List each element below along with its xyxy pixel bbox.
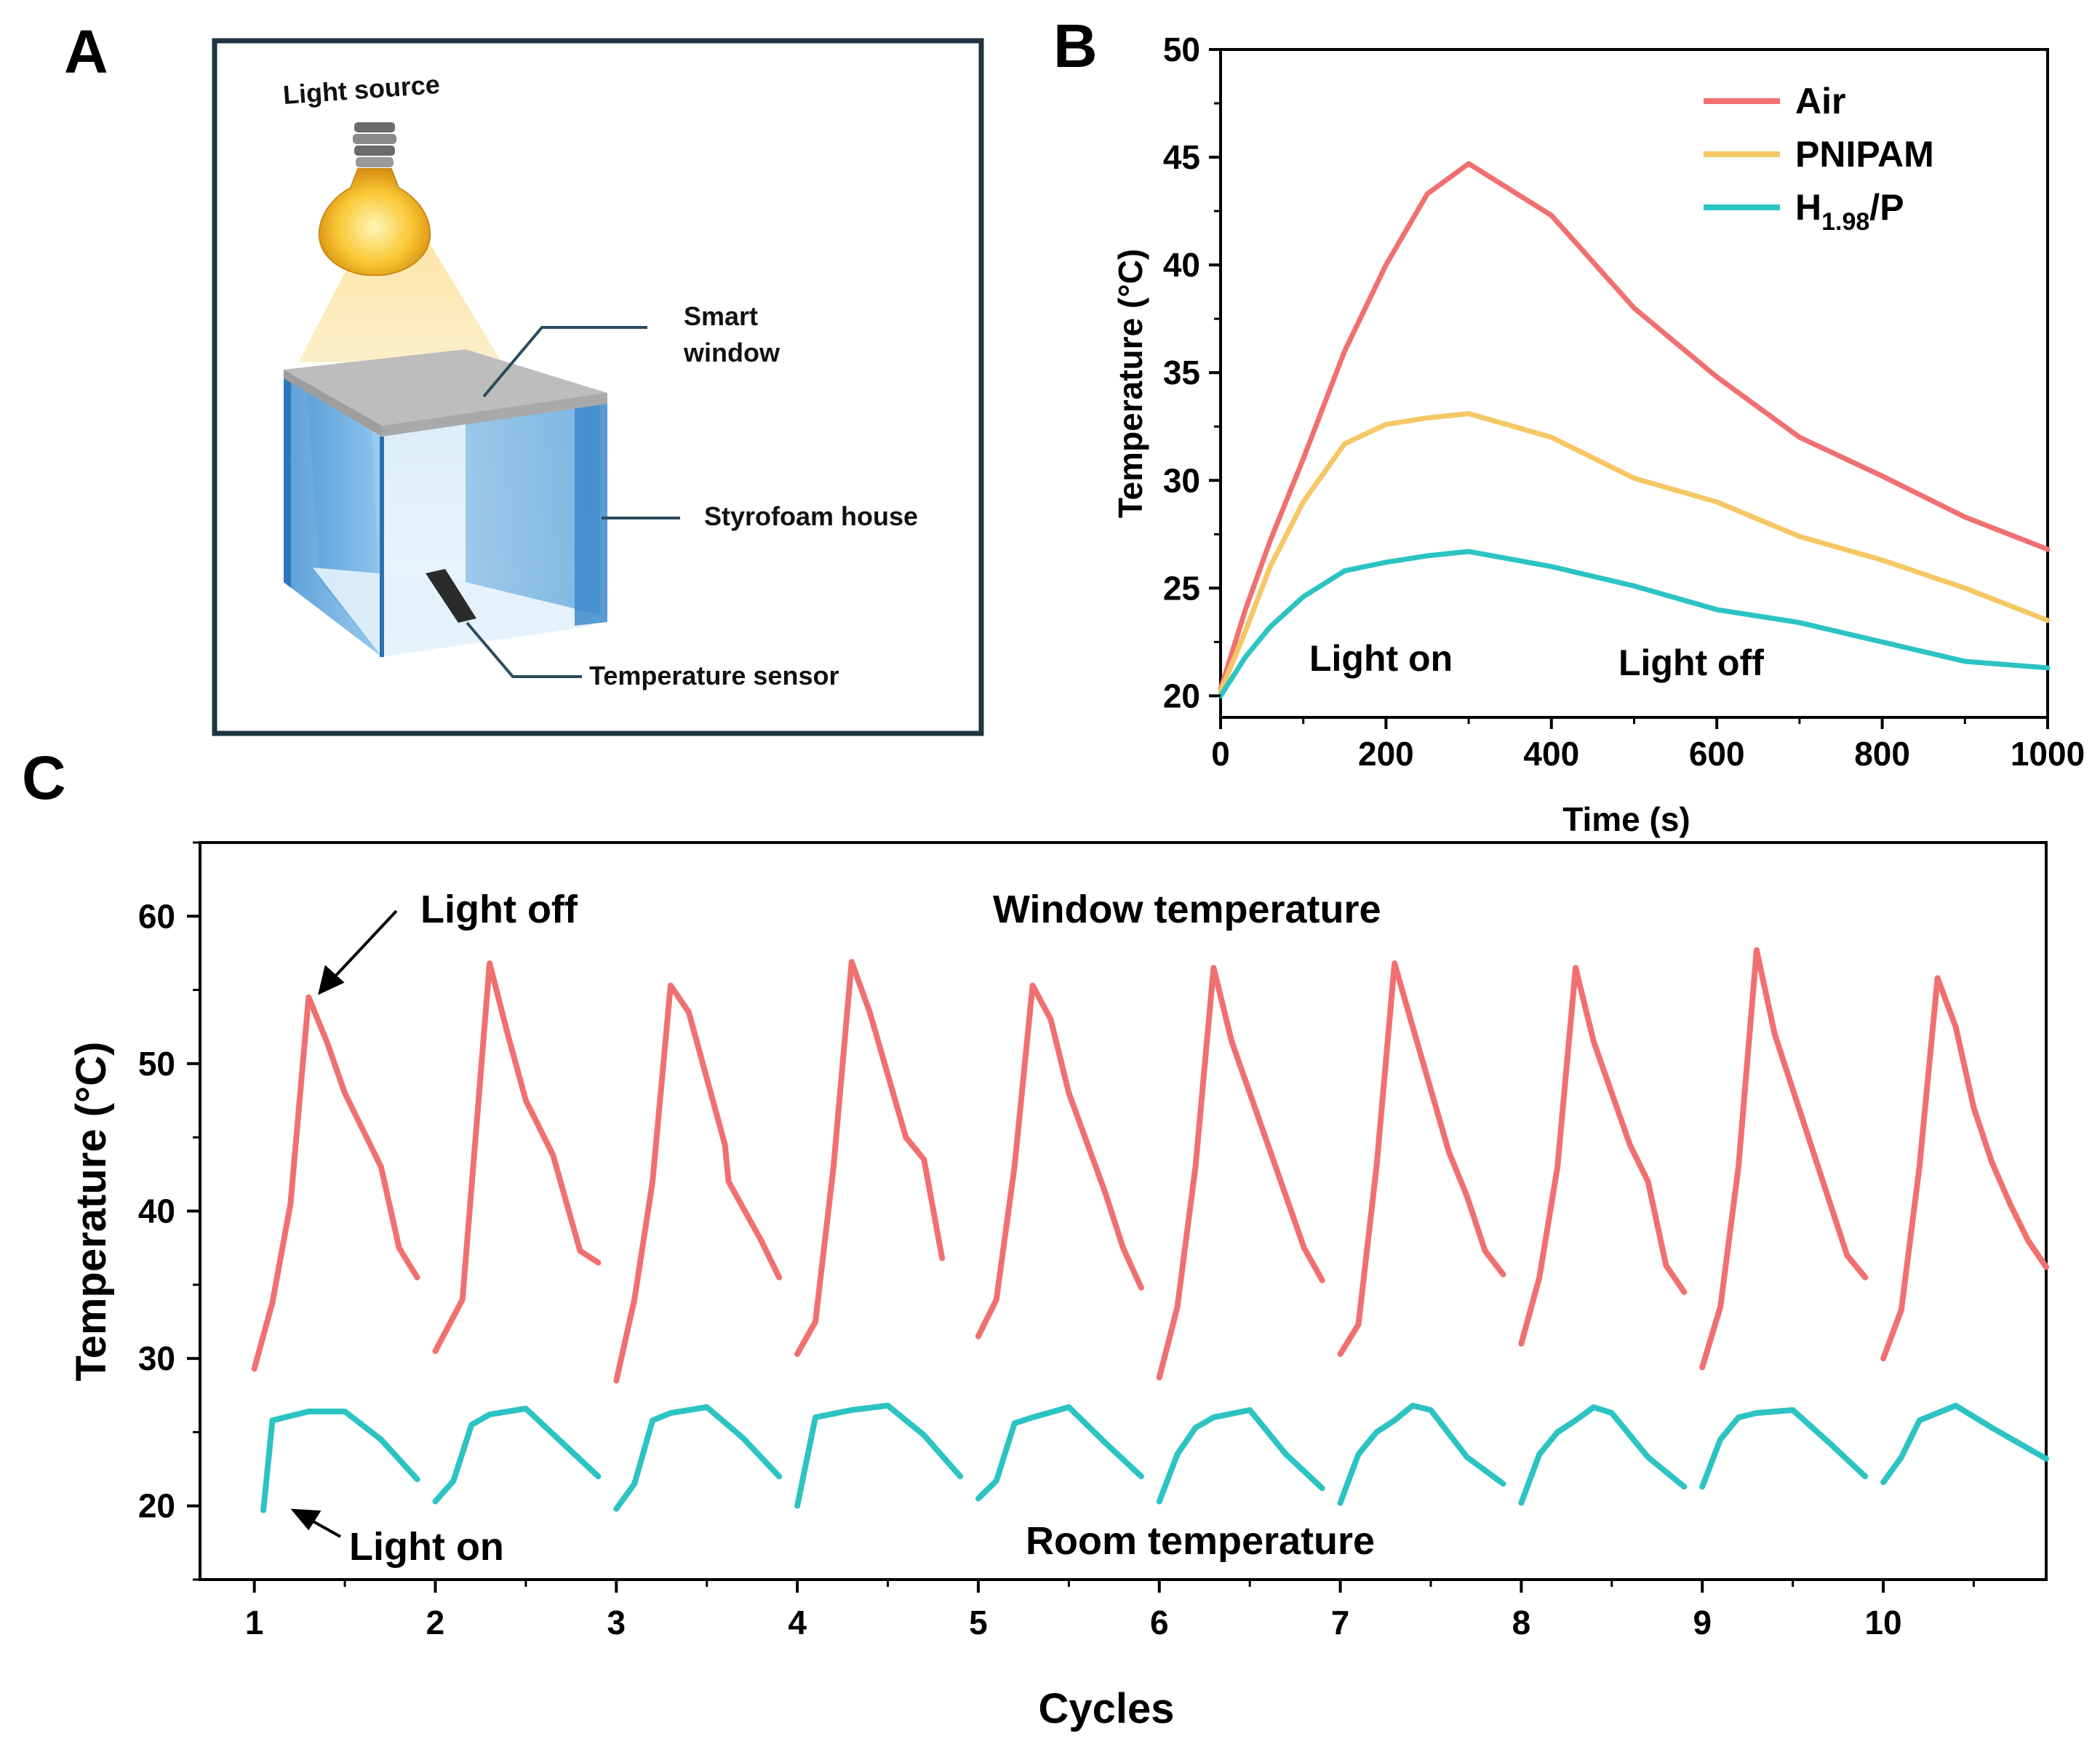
arrow-light-on bbox=[308, 1518, 341, 1538]
chart-b-x-tick-label: 200 bbox=[1358, 735, 1414, 773]
chart-b-x-tick-label: 600 bbox=[1689, 735, 1745, 773]
chart-c-x-tick-label: 9 bbox=[1693, 1604, 1712, 1641]
chart-b-x-tick-label: 0 bbox=[1211, 735, 1230, 773]
room-temp-cycle-4 bbox=[794, 1402, 964, 1509]
chart-c-annotation-room-temperature: Room temperature bbox=[1026, 1519, 1375, 1563]
window-temp-cycle-1 bbox=[251, 994, 420, 1372]
styrofoam-house-label: Styrofoam house bbox=[704, 501, 918, 531]
chart-c-y-tick-label: 40 bbox=[138, 1192, 175, 1230]
room-temp-cycle-5 bbox=[975, 1404, 1144, 1502]
chart-b-annotation-light-on: Light on bbox=[1309, 638, 1453, 679]
chart-c-x-tick-label: 4 bbox=[788, 1604, 807, 1641]
chart-b-y-tick-label: 20 bbox=[1163, 677, 1200, 714]
chart-b-y-tick-label: 50 bbox=[1163, 31, 1200, 68]
window-temp-cycle-9 bbox=[1699, 947, 1869, 1371]
chart-b-x-tick-label: 800 bbox=[1854, 735, 1910, 773]
smart-window-label-line1: Smart bbox=[684, 301, 758, 331]
chart-b-x-tick-label: 1000 bbox=[2011, 735, 2085, 773]
window-temp-cycle-4 bbox=[794, 959, 946, 1357]
window-temp-cycle-7 bbox=[1337, 960, 1506, 1357]
panel-b-letter: B bbox=[1053, 12, 1098, 80]
diagram-leader-lines bbox=[466, 326, 680, 678]
chart-c-x-tick-label: 1 bbox=[245, 1604, 264, 1641]
chart-c-arrows bbox=[290, 909, 398, 1538]
series-h198p-line bbox=[1218, 549, 2051, 698]
chart-c-x-tick-label: 6 bbox=[1150, 1604, 1169, 1641]
arrow-light-on-head bbox=[290, 1508, 322, 1531]
window-temp-cycle-6 bbox=[1156, 965, 1325, 1381]
series-pnipam-line bbox=[1218, 411, 2051, 694]
window-temp-cycle-2 bbox=[432, 960, 602, 1354]
room-temp-cycle-9 bbox=[1699, 1407, 1869, 1490]
chart-c-frame bbox=[199, 841, 2048, 1581]
room-temp-cycle-2 bbox=[432, 1406, 602, 1505]
chart-c-y-tick-label: 60 bbox=[138, 897, 175, 935]
chart-c-annotation-window-temperature: Window temperature bbox=[993, 888, 1381, 931]
chart-c-annotation-light-off: Light off bbox=[420, 888, 578, 931]
panel-c-letter: C bbox=[22, 744, 66, 812]
chart-c-y-tick-label: 50 bbox=[138, 1045, 175, 1083]
chart-c-y-axis-title: Temperature (°C) bbox=[68, 1042, 115, 1382]
chart-c-x-tick-label: 8 bbox=[1512, 1604, 1531, 1641]
chart-c-y-tick-label: 30 bbox=[138, 1339, 175, 1377]
chart-c-x-axis-title: Cycles bbox=[1038, 1685, 1174, 1732]
panel-a-letter: A bbox=[64, 17, 108, 86]
room-temp-cycle-6 bbox=[1156, 1407, 1325, 1505]
styrofoam-house bbox=[284, 349, 607, 657]
window-temp-cycle-3 bbox=[613, 982, 783, 1384]
chart-c-x-tick-label: 5 bbox=[969, 1604, 988, 1641]
chart-c-x-tick-label: 10 bbox=[1864, 1604, 1901, 1641]
legend-label-pnipam: PNIPAM bbox=[1795, 134, 1934, 175]
arrow-light-off-head bbox=[318, 965, 345, 995]
chart-b-y-tick-label: 35 bbox=[1163, 354, 1200, 391]
room-temp-cycle-8 bbox=[1518, 1404, 1688, 1506]
temperature-sensor-label: Temperature sensor bbox=[589, 661, 839, 690]
chart-b-y-tick-label: 30 bbox=[1163, 461, 1200, 499]
light-bulb-icon bbox=[318, 122, 431, 276]
chart-b-y-axis-title: Temperature (°C) bbox=[1111, 249, 1149, 518]
chart-c-annotation-light-on: Light on bbox=[349, 1525, 504, 1569]
chart-b-y-tick-label: 40 bbox=[1163, 246, 1200, 284]
room-temp-cycle-10 bbox=[1880, 1402, 2049, 1486]
chart-b: 0 200 400 600 800 1000 20 25 30 35 40 45 50 Air PNIP… bbox=[1111, 31, 2085, 838]
window-temp-cycle-5 bbox=[975, 982, 1144, 1339]
arrow-light-off bbox=[330, 909, 398, 982]
room-temp-cycle-3 bbox=[613, 1404, 783, 1512]
chart-b-annotation-light-off: Light off bbox=[1618, 642, 1764, 683]
window-temp-cycle-10 bbox=[1880, 975, 2049, 1362]
smart-window-label-line2: window bbox=[683, 338, 780, 367]
legend-label-h198p: H1.98/P bbox=[1795, 187, 1904, 236]
chart-c-x-tick-label: 3 bbox=[607, 1604, 626, 1641]
chart-c: 1 2 3 4 5 6 7 8 9 10 20 30 40 50 60 Light off Window t… bbox=[68, 841, 2049, 1732]
chart-c-x-tick-label: 7 bbox=[1331, 1604, 1350, 1641]
chart-c-y-tick-label: 20 bbox=[138, 1487, 175, 1525]
chart-b-x-axis-title: Time (s) bbox=[1562, 800, 1690, 838]
legend-label-air: Air bbox=[1795, 81, 1845, 122]
room-temp-cycle-7 bbox=[1337, 1402, 1506, 1506]
chart-b-x-tick-label: 400 bbox=[1523, 735, 1579, 773]
chart-b-y-tick-label: 45 bbox=[1163, 138, 1200, 176]
window-temp-cycle-8 bbox=[1518, 965, 1688, 1347]
chart-c-x-tick-label: 2 bbox=[426, 1604, 445, 1641]
room-temp-cycle-1 bbox=[260, 1409, 420, 1513]
series-air-line bbox=[1218, 161, 2051, 692]
chart-b-y-tick-label: 25 bbox=[1163, 569, 1200, 607]
